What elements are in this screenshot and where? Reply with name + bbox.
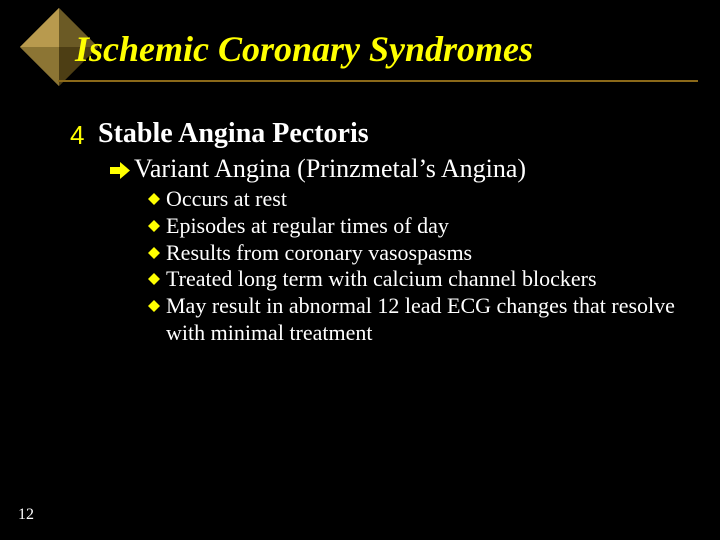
level3-text: Treated long term with calcium channel b… [166, 266, 597, 293]
arrow-right-icon [108, 158, 132, 182]
bullet-level3: Results from coronary vasospasms [148, 240, 680, 267]
bullet-level1: 4 Stable Angina Pectoris [68, 118, 680, 150]
title-underline [58, 80, 698, 82]
slide-title: Ischemic Coronary Syndromes [75, 28, 533, 70]
diamond-bullet-icon [148, 247, 160, 259]
slide: Ischemic Coronary Syndromes 4 Stable Ang… [0, 0, 720, 540]
bullet-level3: Episodes at regular times of day [148, 213, 680, 240]
bullet-level3: Treated long term with calcium channel b… [148, 266, 680, 293]
level1-text: Stable Angina Pectoris [98, 118, 369, 150]
level3-text: Results from coronary vasospasms [166, 240, 472, 267]
level2-text: Variant Angina (Prinzmetal’s Angina) [134, 154, 526, 184]
bullet-level2: Variant Angina (Prinzmetal’s Angina) [108, 154, 680, 184]
level3-text: May result in abnormal 12 lead ECG chang… [166, 293, 680, 347]
diamond-bullet-icon [148, 300, 160, 312]
bullet-level3: Occurs at rest [148, 186, 680, 213]
svg-text:4: 4 [70, 122, 84, 148]
bullet-level3: May result in abnormal 12 lead ECG chang… [148, 293, 680, 347]
number4-bullet-icon: 4 [68, 122, 94, 148]
diamond-bullet-icon [148, 220, 160, 232]
diamond-bullet-icon [148, 273, 160, 285]
level3-text: Occurs at rest [166, 186, 287, 213]
content-area: 4 Stable Angina Pectoris Variant Angina … [68, 118, 680, 347]
level3-text: Episodes at regular times of day [166, 213, 449, 240]
page-number: 12 [18, 506, 34, 524]
title-area: Ischemic Coronary Syndromes [0, 0, 720, 105]
diamond-bullet-icon [148, 193, 160, 205]
